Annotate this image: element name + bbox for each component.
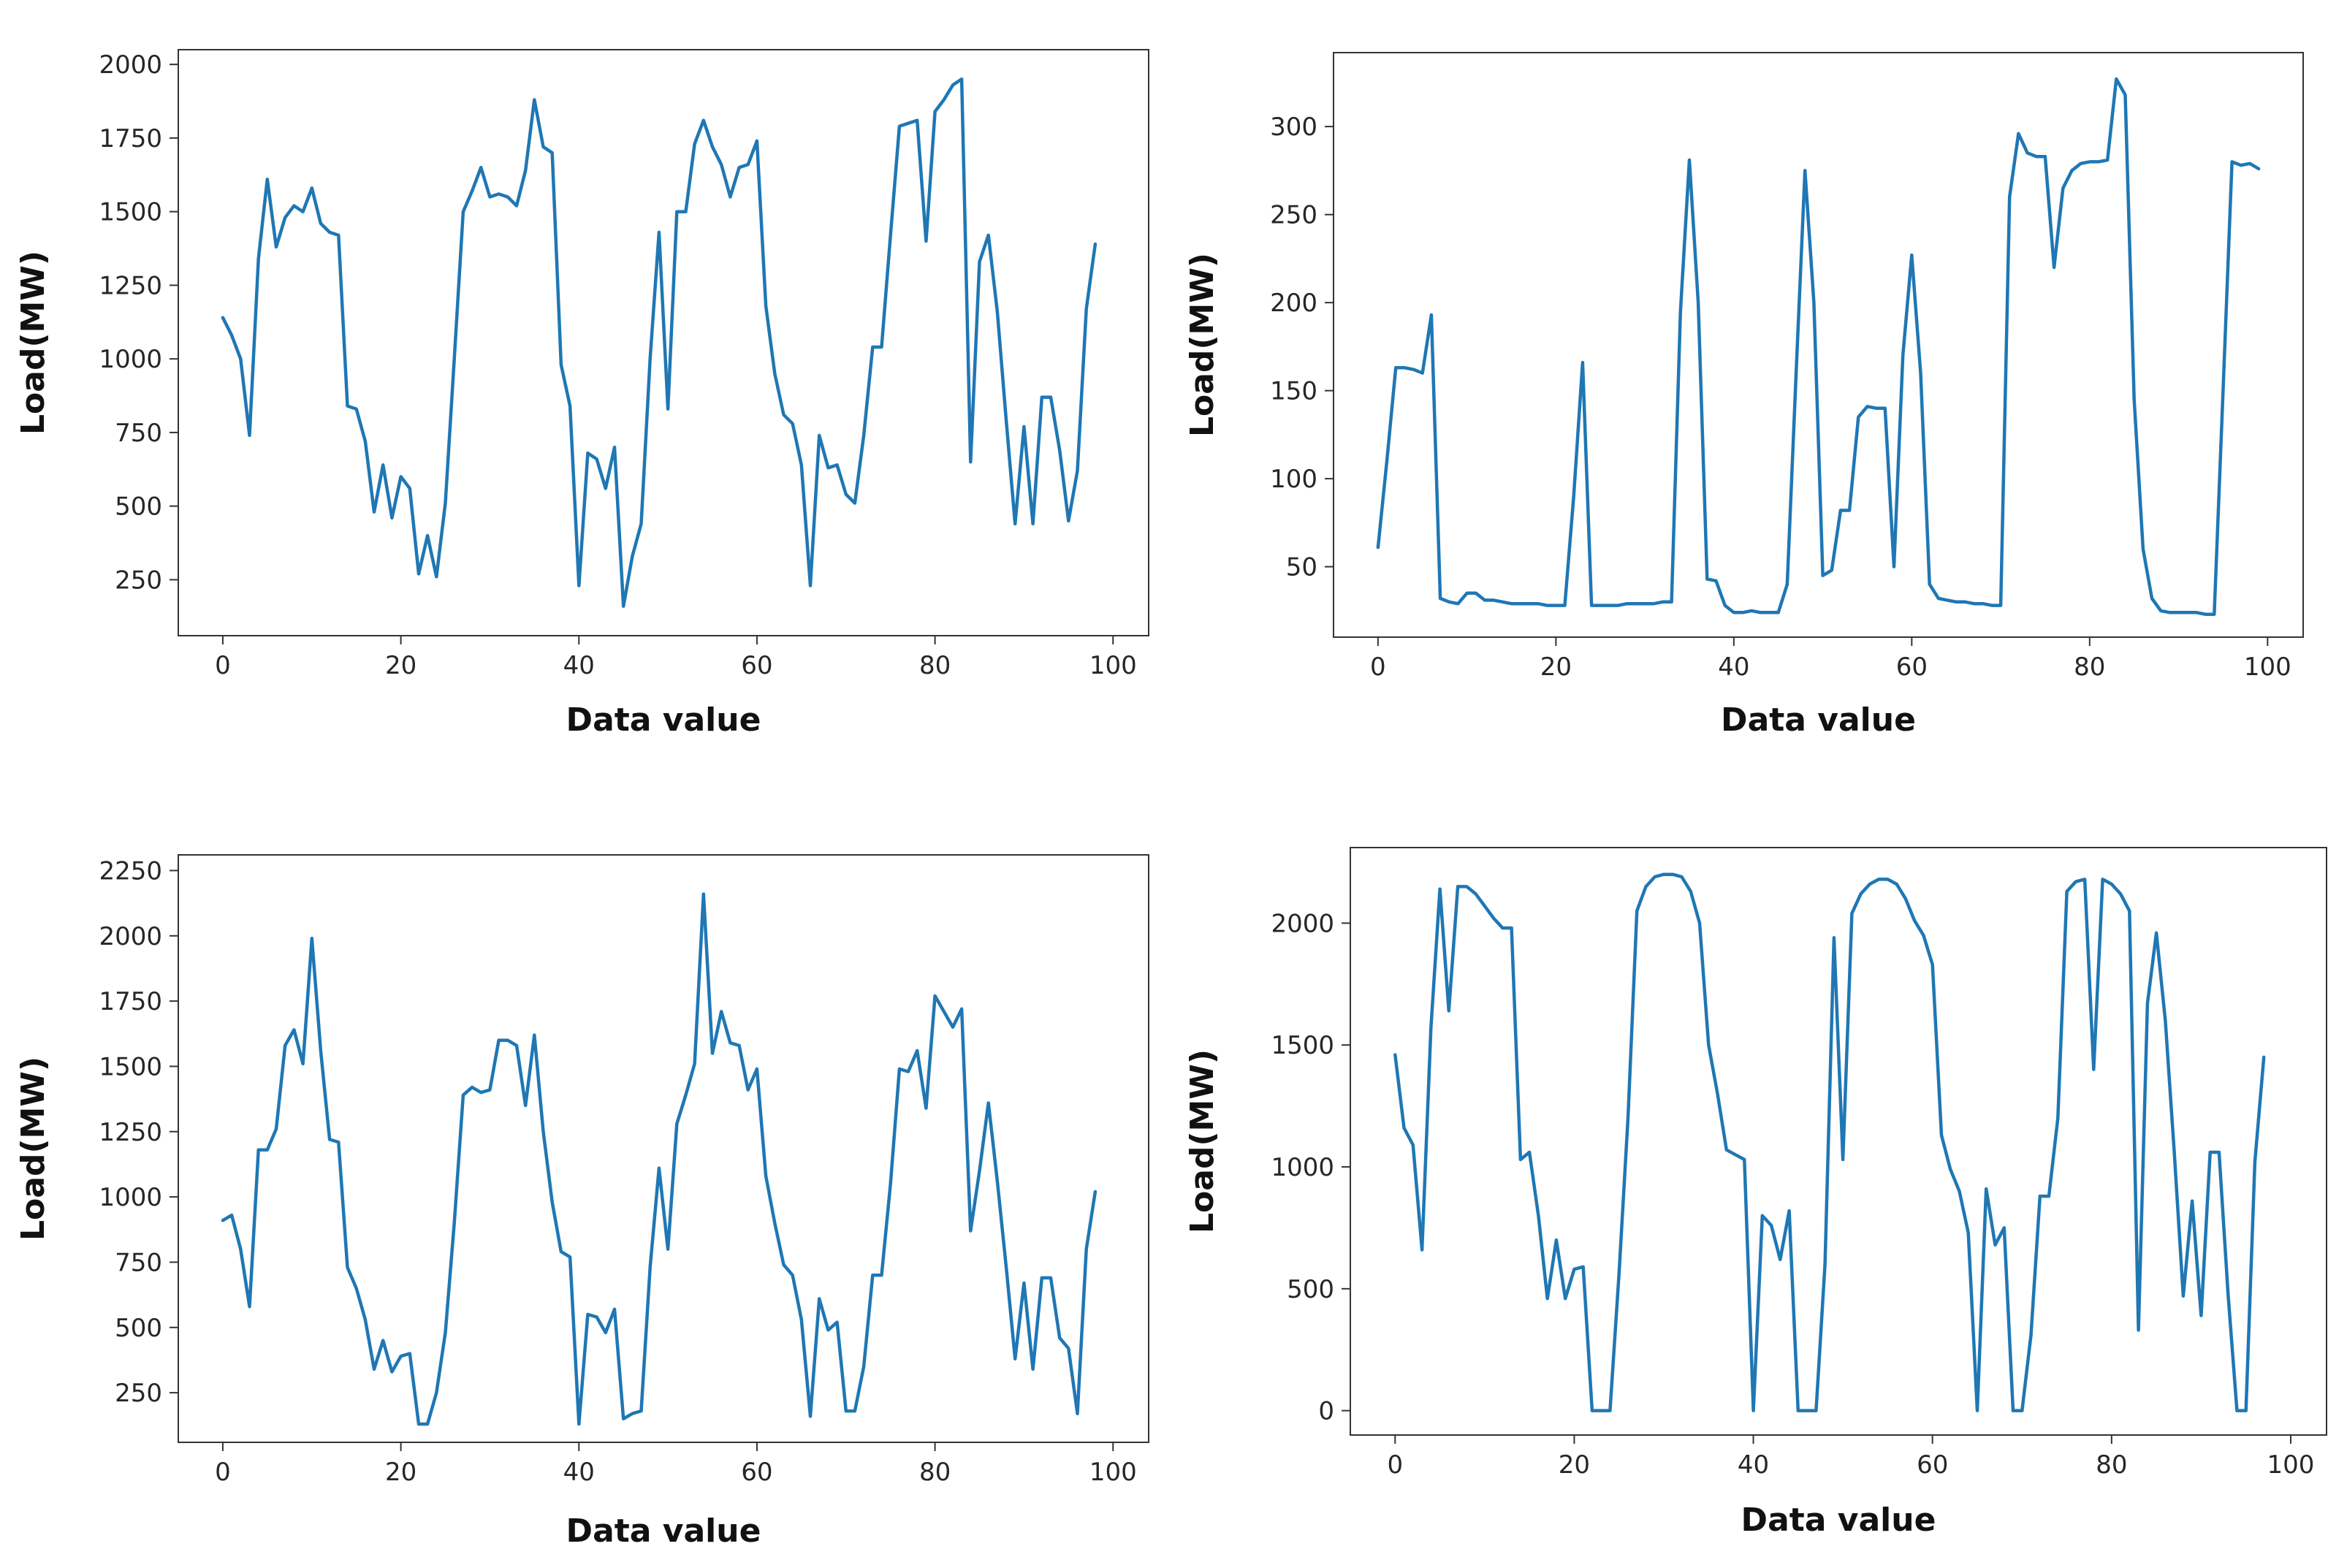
y-axis-title: Load(MW) [15, 251, 52, 435]
x-tick-label: 100 [2267, 1450, 2315, 1480]
x-tick-label: 80 [2074, 652, 2105, 682]
plot-frame [178, 49, 1149, 636]
y-tick-label: 1500 [99, 1052, 162, 1081]
x-tick-label: 100 [1089, 1458, 1137, 1487]
y-tick-label: 250 [115, 566, 162, 595]
x-tick-label: 100 [2244, 652, 2291, 682]
y-tick-label: 500 [1287, 1275, 1334, 1304]
y-axis-title: Load(MW) [1184, 1049, 1221, 1233]
x-tick-label: 100 [1089, 651, 1137, 680]
y-tick-label: 500 [115, 492, 162, 522]
y-tick-label: 500 [115, 1314, 162, 1343]
y-tick-label: 50 [1286, 553, 1317, 582]
series-line [221, 77, 1098, 608]
x-tick-label: 40 [1738, 1450, 1769, 1480]
y-tick-label: 200 [1270, 289, 1317, 318]
chart-bottom-left: 0 20 40 60 80 100 250 500 750 1000 1250 1500 1750 200… [0, 789, 1169, 1565]
y-tick-label: 1750 [99, 124, 162, 153]
y-tick-label: 2250 [99, 856, 162, 886]
y-tick-label: 150 [1270, 377, 1317, 406]
x-axis-title: Data value [566, 701, 761, 739]
x-tick-label: 60 [1917, 1450, 1948, 1480]
y-tick-label: 1500 [1271, 1031, 1334, 1060]
y-tick-label: 1250 [99, 1118, 162, 1147]
chart-svg: 0 20 40 60 80 100 250 500 750 1000 1250 1500 1750 200… [15, 854, 1149, 1550]
x-tick-label: 20 [385, 1458, 416, 1487]
x-tick-label: 80 [2096, 1450, 2127, 1480]
x-tick-label: 20 [385, 651, 416, 680]
series-line [1376, 77, 2261, 616]
y-tick-label: 1500 [99, 198, 162, 227]
chart-svg: 0 20 40 60 80 100 50 100 150 200 250 300 Data value L… [1184, 52, 2304, 739]
y-tick-label: 1250 [99, 271, 162, 300]
x-tick-label: 80 [919, 651, 951, 680]
y-axis-title: Load(MW) [15, 1057, 52, 1241]
x-tick-label: 80 [919, 1458, 951, 1487]
x-tick-label: 40 [563, 651, 595, 680]
y-tick-label: 1000 [1271, 1153, 1334, 1182]
x-axis-title: Data value [1721, 701, 1916, 739]
y-tick-label: 1000 [99, 345, 162, 374]
y-tick-label: 250 [115, 1379, 162, 1408]
x-axis-title: Data value [1741, 1502, 1936, 1539]
x-tick-label: 20 [1540, 652, 1572, 682]
chart-top-left: 0 20 40 60 80 100 250 500 750 1000 1250 1500 1750 200… [0, 0, 1169, 775]
x-axis-title: Data value [566, 1512, 761, 1550]
x-tick-label: 40 [1718, 652, 1749, 682]
chart-top-right: 0 20 40 60 80 100 50 100 150 200 250 300 Data value L… [1169, 0, 2347, 775]
plot-frame [178, 854, 1149, 1443]
x-tick-label: 0 [1387, 1450, 1403, 1480]
x-tick-label: 60 [741, 651, 772, 680]
y-axis-title: Load(MW) [1184, 253, 1221, 437]
y-tick-label: 100 [1270, 465, 1317, 494]
y-tick-label: 250 [1270, 201, 1317, 230]
y-tick-label: 2000 [99, 50, 162, 80]
x-tick-label: 60 [741, 1458, 772, 1487]
series-line [1393, 872, 2266, 1412]
x-tick-label: 60 [1896, 652, 1928, 682]
y-tick-label: 2000 [1271, 909, 1334, 938]
y-tick-label: 300 [1270, 113, 1317, 142]
y-tick-label: 750 [115, 1248, 162, 1277]
y-tick-label: 2000 [99, 922, 162, 951]
x-tick-label: 0 [1370, 652, 1386, 682]
y-tick-label: 1750 [99, 987, 162, 1016]
y-tick-label: 1000 [99, 1183, 162, 1212]
x-tick-label: 0 [215, 651, 231, 680]
plot-frame [1350, 847, 2327, 1436]
chart-svg: 0 20 40 60 80 100 250 500 750 1000 1250 1500 1750 200… [15, 49, 1149, 739]
plot-frame [1333, 52, 2304, 638]
series-line [221, 892, 1098, 1426]
x-tick-label: 40 [563, 1458, 595, 1487]
y-tick-label: 0 [1318, 1397, 1334, 1426]
x-tick-label: 0 [215, 1458, 231, 1487]
y-tick-label: 750 [115, 419, 162, 448]
x-tick-label: 20 [1559, 1450, 1590, 1480]
chart-bottom-right: 0 20 40 60 80 100 0 500 1000 1500 2000 Data value Lo… [1169, 789, 2347, 1565]
